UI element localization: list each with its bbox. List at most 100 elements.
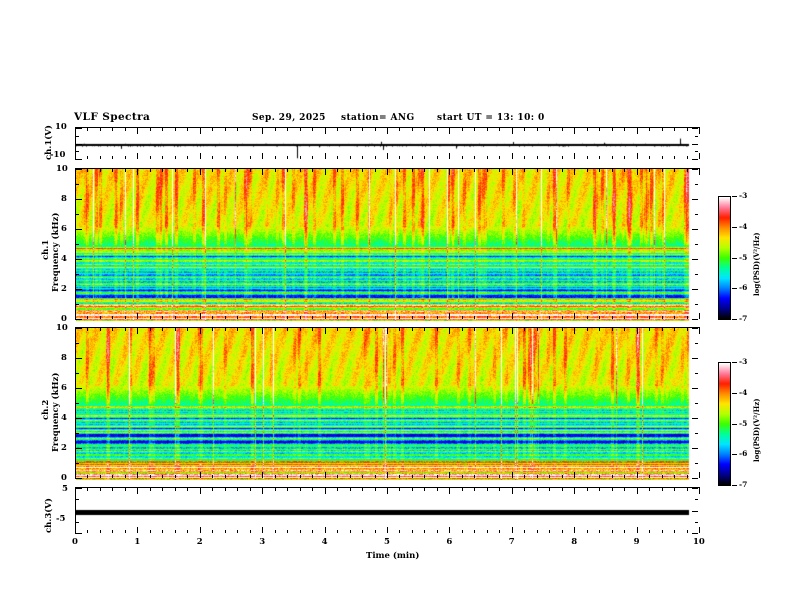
axis-tick (287, 128, 288, 131)
axis-tick (76, 319, 82, 320)
axis-tick (225, 328, 226, 331)
axis-tick (437, 488, 438, 491)
axis-tick (732, 319, 737, 320)
axis-tick (599, 488, 600, 491)
p3-ylabel-line1: ch.2 (41, 399, 51, 420)
axis-tick (76, 522, 79, 523)
axis-tick (692, 418, 698, 419)
axis-tick (212, 488, 213, 491)
axis-tick (524, 316, 525, 319)
axis-tick (449, 472, 450, 478)
axis-tick (399, 530, 400, 533)
axis-tick (412, 316, 413, 319)
ytick-p2-4: 4 (61, 254, 67, 264)
axis-tick (499, 530, 500, 533)
axis-tick (692, 358, 698, 359)
axis-tick (587, 169, 588, 172)
axis-tick (350, 530, 351, 533)
axis-tick (674, 328, 675, 331)
axis-tick (692, 319, 698, 320)
axis-tick (692, 488, 698, 489)
axis-tick (399, 488, 400, 491)
axis-tick (692, 533, 698, 534)
axis-tick (695, 244, 698, 245)
axis-tick (162, 316, 163, 319)
axis-tick (187, 128, 188, 131)
axis-tick (462, 530, 463, 533)
axis-tick (237, 475, 238, 478)
axis-tick (76, 214, 79, 215)
colorbar-tick-cb2--4: -4 (739, 387, 748, 397)
axis-tick (537, 328, 538, 331)
axis-tick (375, 156, 376, 159)
axis-tick (674, 169, 675, 172)
x-tick-label-9: 9 (633, 537, 640, 547)
axis-tick (549, 328, 550, 331)
axis-tick (237, 530, 238, 533)
ytick-p3-4: 4 (61, 413, 67, 423)
ch2-colorbar-label: log(PSD)(V²/Hz) (752, 398, 761, 462)
axis-tick (692, 169, 698, 170)
axis-tick (412, 128, 413, 131)
axis-tick (687, 128, 688, 131)
axis-tick (612, 156, 613, 159)
ytick-p3-8: 8 (61, 353, 67, 363)
axis-tick (112, 530, 113, 533)
axis-tick (399, 475, 400, 478)
axis-tick (562, 156, 563, 159)
axis-tick (162, 488, 163, 491)
axis-tick (237, 156, 238, 159)
axis-tick (412, 169, 413, 172)
axis-tick (649, 128, 650, 131)
axis-tick (325, 169, 326, 175)
axis-tick (449, 128, 450, 134)
x-tick-label-3: 3 (259, 537, 266, 547)
axis-tick (499, 328, 500, 331)
axis-tick (275, 128, 276, 131)
ch1-spectrogram-canvas (76, 169, 701, 321)
x-tick-label-5: 5 (384, 537, 390, 547)
axis-tick (612, 128, 613, 131)
axis-tick (524, 488, 525, 491)
colorbar-tick-cb2--6: -6 (739, 449, 748, 459)
axis-tick (562, 328, 563, 331)
axis-tick (412, 488, 413, 491)
axis-tick (487, 475, 488, 478)
axis-tick (462, 128, 463, 131)
axis-tick (175, 169, 176, 172)
axis-tick (76, 418, 82, 419)
axis-tick (612, 169, 613, 172)
axis-tick (399, 169, 400, 172)
axis-tick (692, 511, 698, 512)
axis-tick (732, 362, 737, 363)
axis-tick (474, 328, 475, 331)
axis-tick (487, 328, 488, 331)
axis-tick (200, 128, 201, 134)
axis-tick (76, 159, 82, 160)
axis-tick (75, 153, 76, 159)
axis-tick (637, 313, 638, 319)
axis-tick (549, 128, 550, 131)
axis-tick (100, 530, 101, 533)
axis-tick (287, 169, 288, 172)
ytick-p3-0: 0 (61, 473, 67, 483)
axis-tick (537, 128, 538, 131)
axis-tick (512, 488, 513, 494)
axis-tick (499, 156, 500, 159)
axis-tick (187, 328, 188, 331)
axis-tick (187, 316, 188, 319)
axis-tick (624, 156, 625, 159)
axis-tick (537, 316, 538, 319)
axis-tick (549, 530, 550, 533)
x-tick-label-6: 6 (446, 537, 453, 547)
axis-tick (200, 527, 201, 533)
axis-tick (424, 475, 425, 478)
colorbar-tick-cb1--5: -5 (739, 252, 748, 262)
axis-tick (687, 316, 688, 319)
axis-tick (662, 316, 663, 319)
axis-tick (674, 128, 675, 131)
axis-tick (200, 328, 201, 334)
x-tick-label-7: 7 (508, 537, 515, 547)
axis-tick (187, 156, 188, 159)
axis-tick (687, 488, 688, 491)
